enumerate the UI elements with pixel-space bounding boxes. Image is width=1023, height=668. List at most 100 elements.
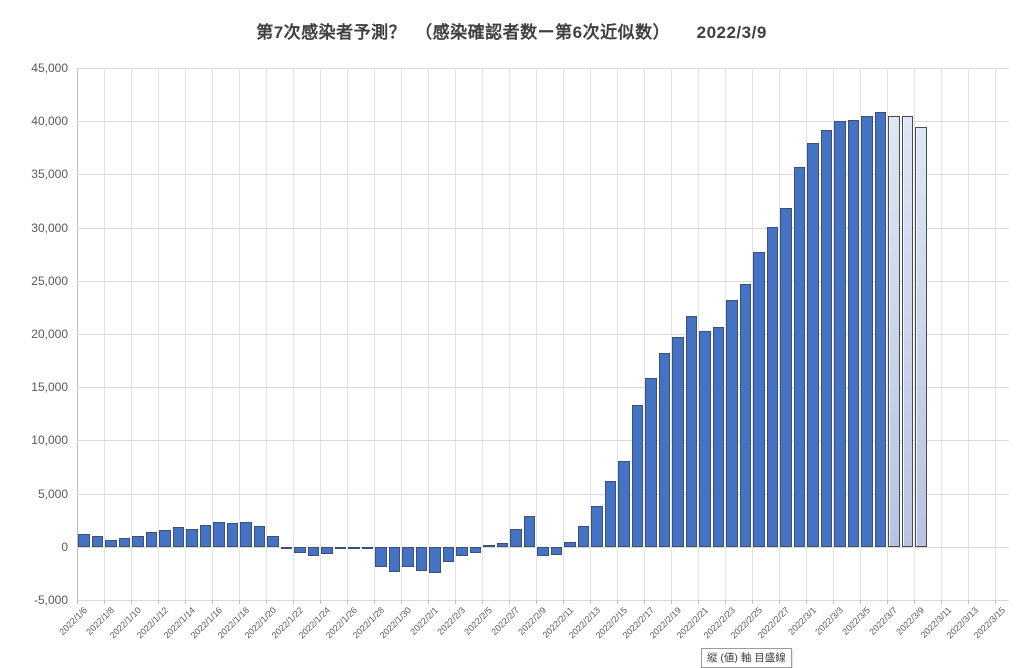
bar[interactable] — [429, 546, 441, 573]
bar[interactable] — [442, 546, 454, 563]
bar[interactable] — [604, 481, 616, 547]
bar[interactable] — [577, 526, 589, 547]
bar[interactable] — [726, 300, 738, 547]
x-tick-mark — [860, 600, 861, 604]
bar[interactable] — [618, 461, 630, 547]
bar[interactable] — [753, 251, 765, 547]
bar[interactable] — [510, 529, 522, 547]
y-tick-label: 5,000 — [37, 486, 68, 501]
chart-title[interactable]: 第7次感染者予測？ （感染確認者数ー第6次近似数） 2022/3/9 — [256, 23, 767, 42]
x-gridline — [725, 68, 726, 600]
bar[interactable] — [280, 546, 292, 549]
y-tick-label: 30,000 — [31, 220, 68, 235]
x-gridline — [482, 68, 483, 600]
x-gridline — [995, 68, 996, 600]
x-tick-mark — [482, 600, 483, 604]
x-tick-mark — [158, 600, 159, 604]
bar[interactable] — [658, 352, 670, 547]
bar[interactable] — [105, 540, 117, 547]
bar[interactable] — [294, 546, 306, 554]
x-gridline — [914, 68, 915, 600]
bar[interactable] — [132, 535, 144, 547]
y-gridline — [77, 174, 1009, 176]
x-tick-mark — [509, 600, 510, 604]
bar[interactable] — [645, 377, 657, 547]
x-tick-mark — [698, 600, 699, 604]
forecast-bar[interactable] — [888, 116, 900, 547]
x-gridline — [644, 68, 645, 600]
bar[interactable] — [415, 546, 427, 571]
bar[interactable] — [226, 523, 238, 547]
x-tick-mark — [563, 600, 564, 604]
bar[interactable] — [361, 546, 373, 550]
x-tick-mark — [617, 600, 618, 604]
x-tick-mark — [590, 600, 591, 604]
y-gridline — [77, 68, 1009, 69]
x-tick-mark — [644, 600, 645, 604]
bar[interactable] — [739, 284, 751, 547]
x-gridline — [536, 68, 537, 600]
x-gridline — [185, 68, 186, 600]
bar[interactable] — [253, 525, 265, 547]
bar[interactable] — [537, 546, 549, 557]
bar[interactable] — [91, 535, 103, 547]
bar[interactable] — [334, 546, 346, 549]
bar[interactable] — [213, 521, 225, 547]
bar[interactable] — [348, 546, 360, 550]
y-gridline — [77, 121, 1009, 123]
bar[interactable] — [874, 111, 886, 547]
bar[interactable] — [375, 546, 387, 567]
bar[interactable] — [793, 167, 805, 547]
x-tick-mark — [374, 600, 375, 604]
x-tick-mark — [887, 600, 888, 604]
bar[interactable] — [861, 115, 873, 547]
bar[interactable] — [483, 545, 495, 548]
bar[interactable] — [267, 536, 279, 547]
bar[interactable] — [78, 534, 90, 547]
bar[interactable] — [807, 142, 819, 547]
bar[interactable] — [469, 546, 481, 553]
forecast-bar[interactable] — [915, 126, 927, 547]
x-gridline — [509, 68, 510, 600]
bar[interactable] — [118, 538, 130, 547]
bar[interactable] — [766, 226, 778, 547]
x-gridline — [131, 68, 132, 600]
bar[interactable] — [847, 120, 859, 547]
bar[interactable] — [145, 532, 157, 547]
x-tick-label: 2022/2/7 — [489, 605, 522, 637]
bar[interactable] — [631, 405, 643, 547]
bar[interactable] — [685, 315, 697, 547]
bar[interactable] — [820, 129, 832, 547]
x-tick-label: 2022/3/3 — [813, 605, 846, 637]
bar[interactable] — [307, 546, 319, 557]
bar[interactable] — [780, 208, 792, 547]
x-tick-mark — [239, 600, 240, 604]
bar[interactable] — [240, 522, 252, 547]
x-gridline — [266, 68, 267, 600]
x-gridline — [806, 68, 807, 600]
y-gridline — [77, 440, 1009, 442]
bar[interactable] — [159, 529, 171, 547]
bar[interactable] — [699, 330, 711, 547]
bar[interactable] — [834, 120, 846, 547]
x-gridline — [563, 68, 564, 600]
bar[interactable] — [199, 524, 211, 547]
forecast-bar[interactable] — [901, 115, 913, 547]
bar[interactable] — [321, 546, 333, 555]
bar[interactable] — [496, 542, 508, 547]
bar[interactable] — [388, 546, 400, 573]
bar[interactable] — [564, 542, 576, 547]
x-gridline — [347, 68, 348, 600]
bar[interactable] — [672, 336, 684, 547]
bar[interactable] — [456, 546, 468, 557]
bar[interactable] — [550, 546, 562, 555]
x-gridline — [104, 68, 105, 600]
x-tick-mark — [671, 600, 672, 604]
bar[interactable] — [523, 515, 535, 547]
bar[interactable] — [591, 505, 603, 547]
bar[interactable] — [402, 546, 414, 567]
bar[interactable] — [186, 528, 198, 547]
bar[interactable] — [712, 327, 724, 547]
bar[interactable] — [172, 527, 184, 547]
